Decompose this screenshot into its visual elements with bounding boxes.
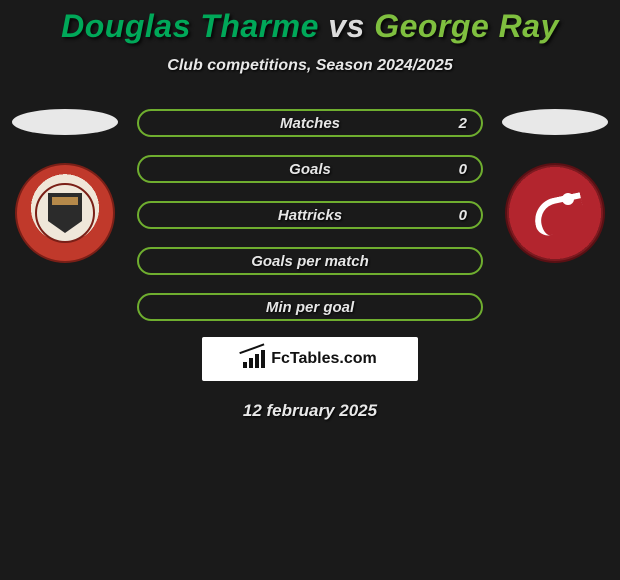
main-row: Matches 2 Goals 0 Hattricks 0 Goals per … [0,109,620,321]
comparison-card: Douglas Tharme vs George Ray Club compet… [0,0,620,421]
subtitle: Club competitions, Season 2024/2025 [0,57,620,75]
stat-label: Matches [139,115,481,132]
club-crest-icon [35,183,95,243]
stat-row-goals-per-match: Goals per match [137,247,483,275]
stat-row-min-per-goal: Min per goal [137,293,483,321]
right-side [501,109,609,263]
branding-text: FcTables.com [271,350,377,368]
player1-club-badge [15,163,115,263]
stat-value: 2 [459,115,467,132]
vs-text: vs [328,8,365,44]
player2-club-badge [505,163,605,263]
stat-label: Goals per match [139,253,481,270]
date-text: 12 february 2025 [0,401,620,421]
branding-box: FcTables.com [202,337,418,381]
shrimp-icon [528,193,582,233]
player1-name: Douglas Tharme [61,8,319,44]
stat-label: Hattricks [139,207,481,224]
player2-name: George Ray [374,8,559,44]
stat-row-hattricks: Hattricks 0 [137,201,483,229]
stat-label: Min per goal [139,299,481,316]
stat-value: 0 [459,207,467,224]
stat-row-goals: Goals 0 [137,155,483,183]
player1-photo-placeholder [12,109,118,135]
stat-row-matches: Matches 2 [137,109,483,137]
bar-chart-trend-icon [243,350,265,368]
player2-photo-placeholder [502,109,608,135]
page-title: Douglas Tharme vs George Ray [0,8,620,45]
left-side [11,109,119,263]
stat-label: Goals [139,161,481,178]
stat-value: 0 [459,161,467,178]
stats-column: Matches 2 Goals 0 Hattricks 0 Goals per … [137,109,483,321]
